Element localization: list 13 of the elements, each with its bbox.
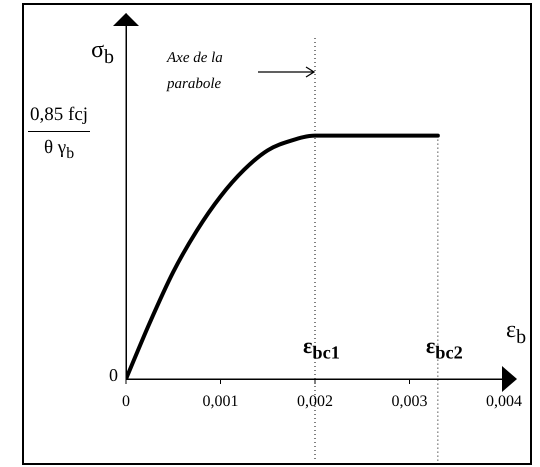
ref-line-label: ε$_{bc2}$ bbox=[426, 333, 463, 364]
y-axis-title: σ$_{b}$ bbox=[91, 37, 114, 69]
x-tick-label: 0,001 bbox=[202, 392, 238, 410]
text: 0 bbox=[109, 365, 118, 386]
text: θ γ$_{b}$ bbox=[42, 136, 76, 164]
text: Axe de la parabole bbox=[167, 49, 224, 94]
x-tick-label: 0,002 bbox=[297, 392, 333, 410]
ref-line-label: ε$_{bc1}$ bbox=[303, 333, 340, 364]
x-tick-label: 0,004 bbox=[486, 392, 522, 410]
text: 0,85 fcj bbox=[28, 99, 90, 132]
x-tick-label: 0,003 bbox=[392, 392, 428, 410]
x-tick-label: 0 bbox=[122, 392, 130, 410]
x-axis-title: ε$_{b}$ bbox=[506, 317, 526, 349]
